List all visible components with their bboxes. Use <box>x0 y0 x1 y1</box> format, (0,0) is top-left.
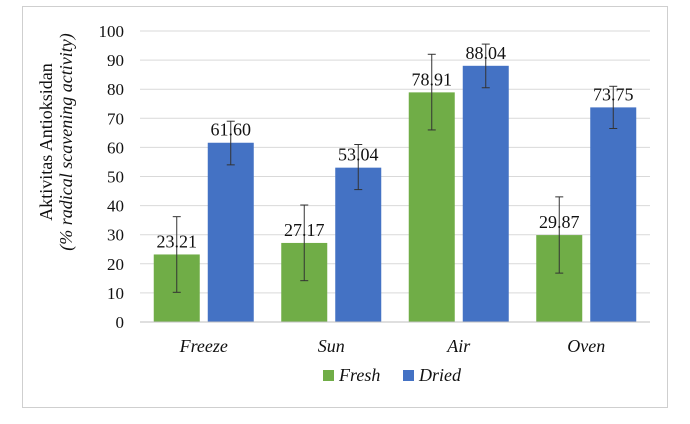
y-tick-label: 100 <box>99 22 125 41</box>
bars <box>153 65 637 323</box>
bar-dried <box>207 142 254 322</box>
data-label: 73.75 <box>593 84 634 104</box>
legend-swatch-fresh <box>323 370 334 381</box>
y-tick-label: 70 <box>107 109 124 128</box>
y-tick-label: 50 <box>107 168 124 187</box>
legend-swatch-dried <box>403 370 414 381</box>
data-label: 88.04 <box>466 43 507 63</box>
error-bars <box>172 43 618 293</box>
legend-label-fresh: Fresh <box>338 365 380 385</box>
y-tick-labels: 0 10 20 30 40 50 60 70 80 90 100 <box>99 22 125 332</box>
data-label: 29.87 <box>539 212 580 232</box>
data-label: 27.17 <box>284 220 325 240</box>
data-label: 53.04 <box>338 145 379 165</box>
x-category-label: Air <box>446 336 471 356</box>
bar-dried <box>462 65 509 323</box>
y-axis-title-line1: Aktivitas Antioksidan <box>36 63 56 221</box>
data-labels: 23.21 61.60 27.17 53.04 78.91 88.04 29.87 73.75 <box>157 43 634 252</box>
data-label: 61.60 <box>211 120 252 140</box>
y-tick-label: 0 <box>116 313 125 332</box>
x-category-label: Freeze <box>179 336 228 356</box>
bar-dried <box>590 107 637 322</box>
bar-dried <box>335 167 382 322</box>
bar-fresh <box>408 92 455 322</box>
x-category-label: Oven <box>567 336 605 356</box>
y-tick-label: 10 <box>107 284 124 303</box>
y-tick-label: 90 <box>107 51 124 70</box>
y-tick-label: 40 <box>107 197 124 216</box>
y-axis-title: Aktivitas Antioksidan (% radical scaveni… <box>36 33 77 250</box>
y-axis-title-line2: (% radical scavening activity) <box>56 33 77 250</box>
y-tick-label: 60 <box>107 138 124 157</box>
data-label: 23.21 <box>157 231 198 251</box>
y-tick-label: 30 <box>107 226 124 245</box>
legend-label-dried: Dried <box>418 365 462 385</box>
legend: Fresh Dried <box>323 365 462 385</box>
y-tick-label: 20 <box>107 255 124 274</box>
x-category-label: Sun <box>318 336 345 356</box>
y-tick-label: 80 <box>107 80 124 99</box>
x-category-labels: Freeze Sun Air Oven <box>179 336 606 356</box>
data-label: 78.91 <box>412 69 453 89</box>
